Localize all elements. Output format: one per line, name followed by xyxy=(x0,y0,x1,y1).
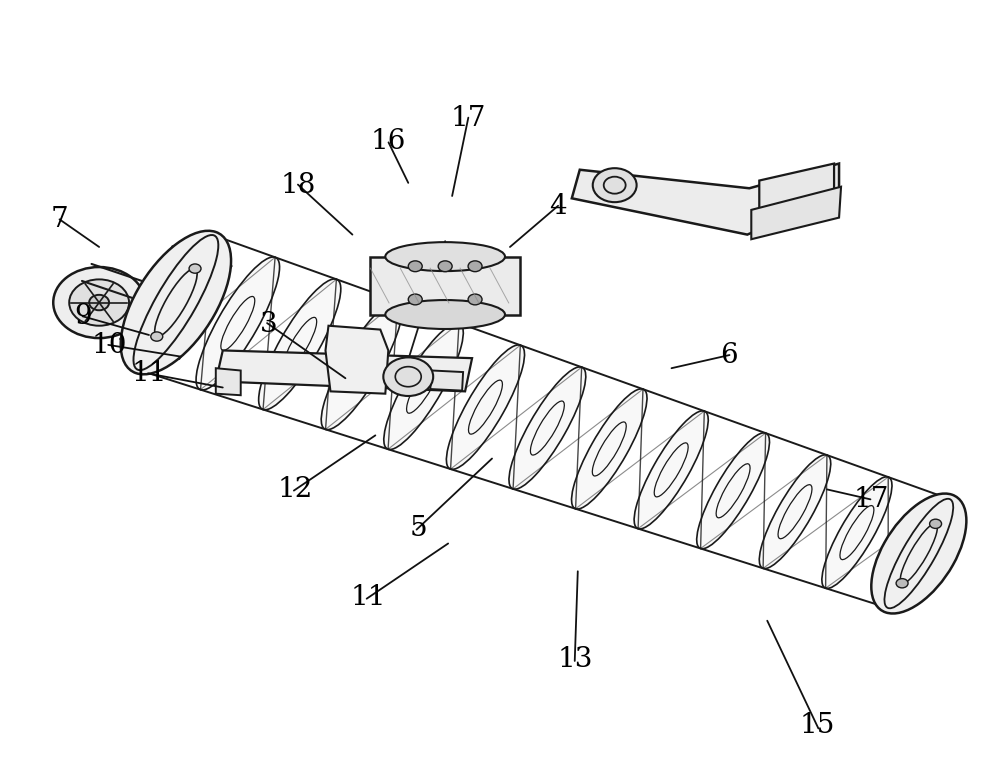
Ellipse shape xyxy=(121,231,231,374)
Ellipse shape xyxy=(259,279,341,410)
Text: 6: 6 xyxy=(721,342,738,369)
Polygon shape xyxy=(751,187,841,239)
Text: 10: 10 xyxy=(91,332,127,359)
Ellipse shape xyxy=(572,389,647,509)
Ellipse shape xyxy=(697,432,769,549)
Text: 17: 17 xyxy=(853,486,889,513)
Ellipse shape xyxy=(151,332,163,341)
Polygon shape xyxy=(370,257,520,315)
Text: 5: 5 xyxy=(409,515,427,542)
Text: 15: 15 xyxy=(799,712,835,739)
Ellipse shape xyxy=(509,367,586,489)
Text: 4: 4 xyxy=(549,192,567,219)
Text: 11: 11 xyxy=(131,360,167,387)
Text: 13: 13 xyxy=(557,646,592,673)
Ellipse shape xyxy=(408,294,422,305)
Ellipse shape xyxy=(871,494,966,614)
Ellipse shape xyxy=(133,235,218,370)
Polygon shape xyxy=(216,350,472,391)
Text: 9: 9 xyxy=(74,303,92,330)
Polygon shape xyxy=(216,368,241,395)
Ellipse shape xyxy=(634,411,708,529)
Ellipse shape xyxy=(446,345,525,470)
Ellipse shape xyxy=(759,455,831,569)
Ellipse shape xyxy=(468,261,482,272)
Text: 7: 7 xyxy=(50,205,68,232)
Text: 16: 16 xyxy=(371,129,406,156)
Polygon shape xyxy=(325,326,388,394)
Ellipse shape xyxy=(196,257,280,390)
Ellipse shape xyxy=(385,242,505,271)
Text: 11: 11 xyxy=(351,584,386,611)
Ellipse shape xyxy=(896,579,908,588)
Ellipse shape xyxy=(593,168,637,202)
Polygon shape xyxy=(121,246,231,359)
Ellipse shape xyxy=(822,477,892,588)
Text: 17: 17 xyxy=(450,105,486,133)
Text: 18: 18 xyxy=(281,172,316,198)
Ellipse shape xyxy=(884,499,953,608)
Ellipse shape xyxy=(384,323,463,450)
Ellipse shape xyxy=(930,519,942,529)
Ellipse shape xyxy=(321,301,402,429)
Polygon shape xyxy=(572,164,839,235)
Text: 3: 3 xyxy=(260,311,277,338)
Polygon shape xyxy=(759,164,834,210)
Ellipse shape xyxy=(438,261,452,272)
Ellipse shape xyxy=(53,267,145,338)
Ellipse shape xyxy=(468,294,482,305)
Ellipse shape xyxy=(189,264,201,274)
Ellipse shape xyxy=(385,300,505,329)
Ellipse shape xyxy=(69,280,129,326)
Polygon shape xyxy=(430,370,463,391)
Ellipse shape xyxy=(383,357,433,396)
Ellipse shape xyxy=(408,261,422,272)
Text: 12: 12 xyxy=(278,476,313,503)
Ellipse shape xyxy=(89,294,109,310)
